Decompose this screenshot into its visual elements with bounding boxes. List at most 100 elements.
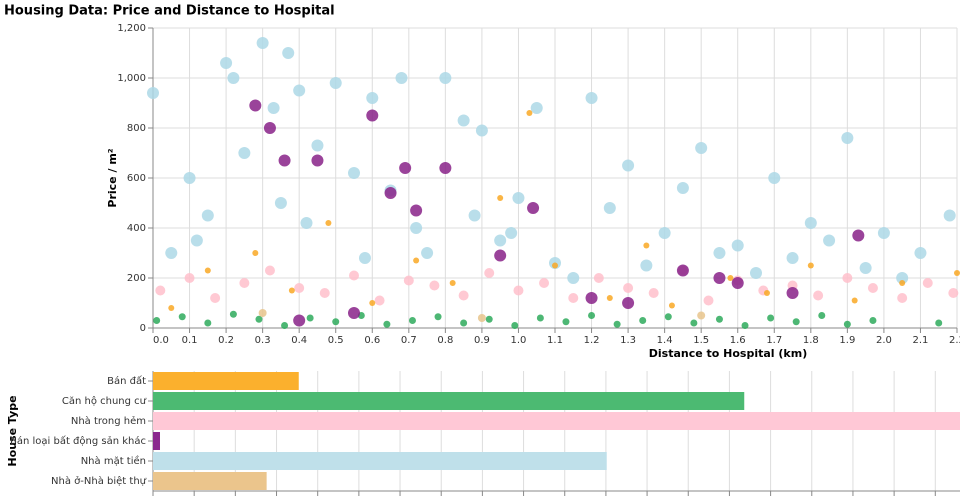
point	[813, 290, 824, 301]
point	[859, 262, 872, 274]
point	[399, 162, 412, 174]
point	[311, 154, 324, 167]
point	[869, 317, 877, 324]
point	[948, 288, 959, 298]
point	[512, 192, 525, 204]
point	[703, 295, 714, 306]
point	[897, 293, 908, 303]
point	[562, 318, 570, 326]
point	[513, 285, 524, 296]
point	[552, 262, 558, 269]
x-tick-label: 1.5	[693, 335, 709, 346]
point	[804, 217, 817, 229]
point	[841, 132, 854, 144]
point	[494, 249, 507, 262]
point	[585, 92, 598, 104]
point	[713, 247, 726, 259]
point	[585, 292, 598, 304]
point	[229, 310, 237, 318]
point	[300, 217, 313, 229]
point	[896, 272, 909, 284]
point	[165, 247, 178, 259]
point	[484, 268, 495, 278]
point	[792, 318, 800, 326]
bar	[153, 412, 960, 430]
x-tick-label: 1.0	[511, 335, 527, 346]
bar	[153, 392, 745, 410]
point	[255, 315, 263, 323]
point	[658, 227, 671, 239]
x-tick-label: 0.5	[328, 335, 344, 346]
point	[168, 305, 175, 311]
point	[568, 293, 579, 303]
point	[258, 309, 267, 317]
point	[204, 267, 211, 274]
point	[155, 285, 166, 296]
point	[676, 182, 689, 194]
point	[281, 322, 289, 329]
point	[410, 222, 423, 234]
point	[505, 227, 518, 239]
point	[623, 283, 634, 293]
y-tick-label: 0	[140, 323, 146, 334]
point	[807, 262, 814, 269]
point	[914, 247, 927, 259]
point	[311, 139, 324, 152]
point	[852, 229, 865, 242]
point	[366, 109, 379, 122]
point	[567, 272, 580, 284]
point	[954, 270, 960, 276]
point	[477, 314, 486, 322]
point	[485, 315, 493, 323]
point	[511, 322, 519, 329]
point	[332, 318, 340, 326]
point	[539, 278, 550, 288]
point	[274, 197, 287, 209]
point	[943, 209, 956, 222]
point	[306, 314, 314, 322]
x-tick-label: 0.4	[291, 335, 307, 346]
point	[238, 147, 251, 159]
x-tick-label: 1.9	[839, 335, 855, 346]
point	[457, 114, 470, 127]
point	[468, 209, 481, 222]
bar	[153, 472, 267, 490]
point	[204, 319, 212, 327]
point	[413, 257, 420, 264]
y-axis-title: Price / m²	[106, 148, 119, 207]
point	[676, 264, 689, 277]
point	[421, 247, 434, 259]
point	[639, 317, 647, 324]
point	[458, 290, 469, 301]
point	[731, 239, 744, 252]
x-tick-label: 1.7	[766, 335, 782, 346]
y-tick-label: 1,000	[117, 73, 146, 84]
point	[184, 273, 195, 283]
point	[818, 312, 826, 319]
point	[147, 87, 159, 99]
point	[613, 320, 621, 328]
point	[690, 319, 698, 327]
point	[768, 172, 781, 184]
point	[220, 57, 233, 69]
point	[429, 280, 440, 291]
point	[664, 313, 672, 321]
point	[536, 314, 544, 322]
bar	[153, 372, 299, 390]
x-axis-title: Distance to Hospital (km)	[649, 347, 808, 360]
point	[374, 295, 385, 306]
point	[249, 99, 262, 112]
point	[227, 72, 240, 84]
y-tick-label: 600	[127, 173, 146, 184]
x-tick-label: 0.2	[218, 335, 234, 346]
x-tick-label: 1.1	[547, 335, 563, 346]
point	[439, 72, 452, 84]
x-tick-label: 0.3	[255, 335, 271, 346]
point	[494, 234, 507, 247]
point	[648, 288, 659, 298]
point	[325, 220, 332, 226]
point	[767, 314, 775, 322]
point	[593, 273, 604, 283]
chart-title: Housing Data: Price and Distance to Hosp…	[4, 4, 335, 19]
point	[606, 295, 613, 301]
